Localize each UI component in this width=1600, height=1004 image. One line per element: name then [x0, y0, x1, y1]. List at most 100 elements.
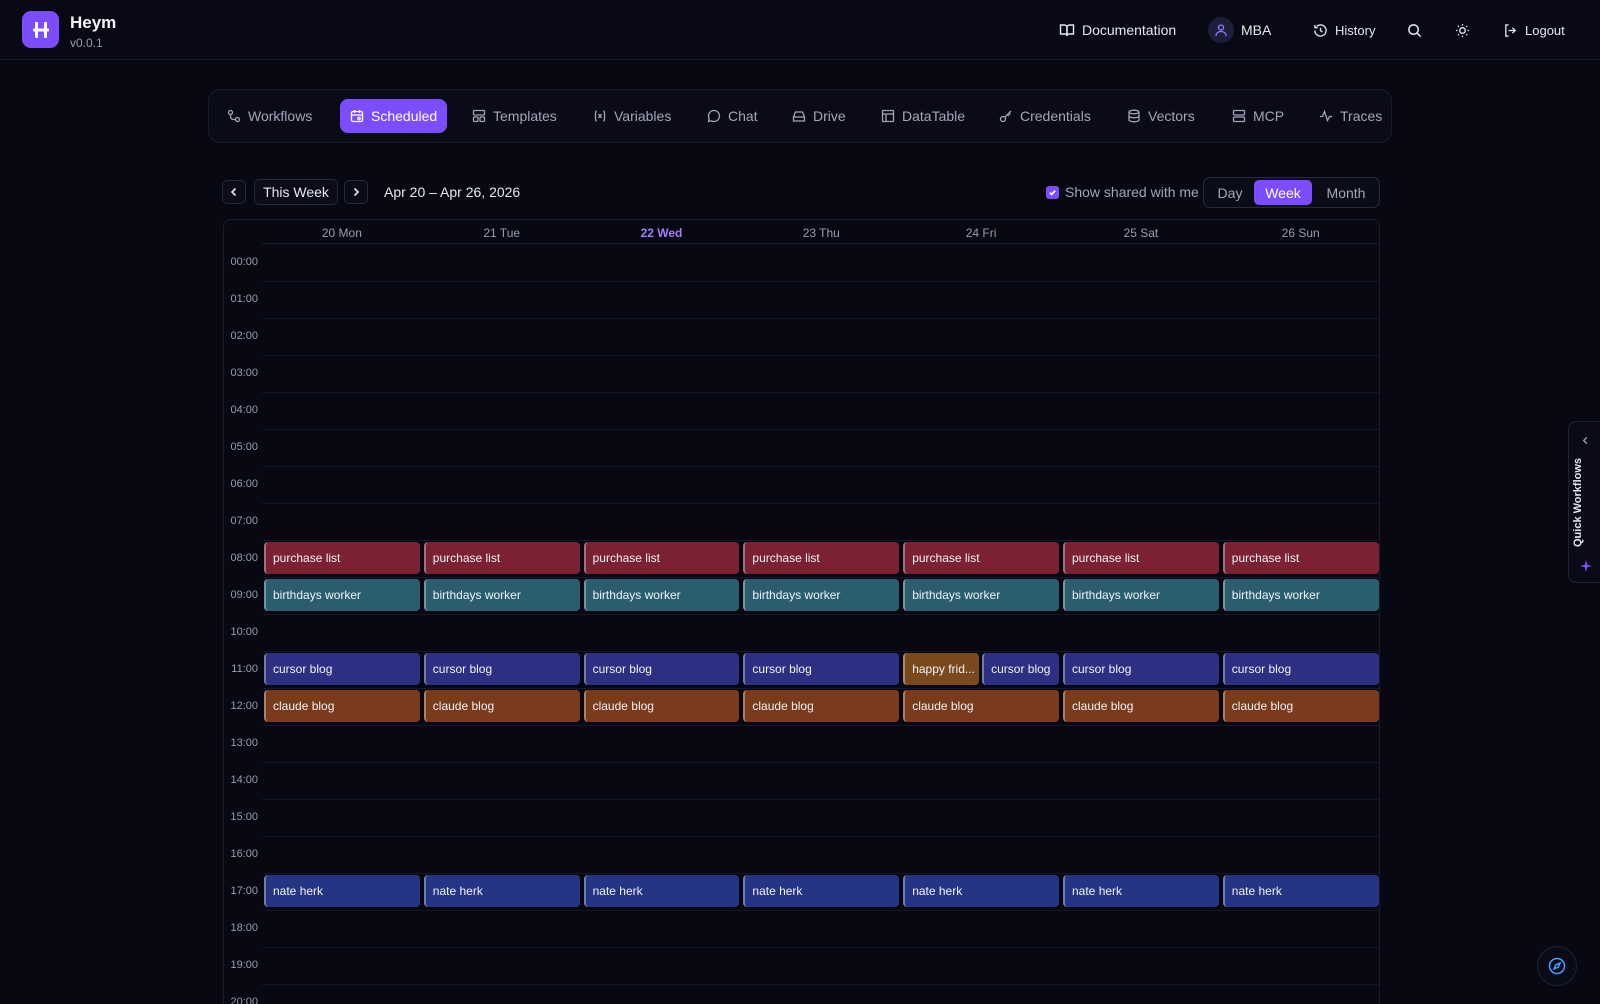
scheduled-event[interactable]: nate herk: [1222, 875, 1379, 907]
scheduled-event[interactable]: birthdays worker: [903, 579, 1059, 611]
scheduled-event[interactable]: claude blog: [423, 690, 580, 722]
day-header[interactable]: 22 Wed: [640, 226, 683, 240]
show-shared-label: Show shared with me: [1065, 184, 1199, 200]
scheduled-event[interactable]: purchase list: [423, 542, 580, 574]
scheduled-event[interactable]: purchase list: [743, 542, 900, 574]
logout-label: Logout: [1525, 22, 1565, 38]
scheduled-event[interactable]: claude blog: [264, 690, 420, 722]
scheduled-event[interactable]: cursor blog: [583, 653, 740, 685]
tab-datatable[interactable]: DataTable: [871, 99, 975, 133]
scheduled-event[interactable]: birthdays worker: [264, 579, 420, 611]
hour-gridline: [262, 762, 1379, 763]
hour-gridline: [262, 614, 1379, 615]
tab-vectors[interactable]: Vectors: [1117, 99, 1205, 133]
scheduled-event[interactable]: cursor blog: [1063, 653, 1219, 685]
scheduled-event[interactable]: birthdays worker: [743, 579, 900, 611]
show-shared-toggle[interactable]: Show shared with me: [1046, 184, 1199, 200]
hour-label: 15:00: [230, 811, 258, 823]
tab-drive[interactable]: Drive: [782, 99, 856, 133]
view-month-button[interactable]: Month: [1326, 184, 1366, 201]
view-week-button[interactable]: Week: [1254, 180, 1312, 205]
scheduled-event[interactable]: cursor blog: [743, 653, 900, 685]
scheduled-event[interactable]: cursor blog: [264, 653, 420, 685]
scheduled-event[interactable]: nate herk: [583, 875, 740, 907]
explore-button[interactable]: [1537, 946, 1577, 986]
scheduled-event[interactable]: nate herk: [1063, 875, 1219, 907]
search-button[interactable]: [1404, 20, 1424, 40]
logout-button[interactable]: Logout: [1503, 18, 1565, 42]
scheduled-event[interactable]: nate herk: [423, 875, 580, 907]
app-header: Heym v0.0.1 Documentation MBA History: [0, 0, 1600, 60]
hour-label: 16:00: [230, 848, 258, 860]
day-header[interactable]: 20 Mon: [321, 226, 362, 240]
hour-gridline: [262, 392, 1379, 393]
this-week-button[interactable]: This Week: [254, 179, 338, 205]
scheduled-event[interactable]: nate herk: [264, 875, 420, 907]
book-icon: [1059, 24, 1075, 37]
scheduled-event[interactable]: purchase list: [1222, 542, 1379, 574]
tab-scheduled[interactable]: Scheduled: [340, 99, 448, 133]
scheduled-event[interactable]: cursor blog: [423, 653, 580, 685]
day-header[interactable]: 24 Fri: [965, 226, 997, 240]
hour-gridline: [262, 318, 1379, 319]
server-icon: [1232, 109, 1246, 123]
documentation-link[interactable]: Documentation: [1059, 18, 1176, 42]
scheduled-event[interactable]: claude blog: [1222, 690, 1379, 722]
next-week-button[interactable]: [344, 180, 368, 204]
variables-icon: [594, 110, 606, 122]
hour-label: 02:00: [230, 330, 258, 342]
scheduled-event[interactable]: cursor blog: [982, 653, 1059, 685]
tab-mcp[interactable]: MCP: [1222, 99, 1294, 133]
hour-gridline: [262, 725, 1379, 726]
hour-label: 04:00: [230, 404, 258, 416]
scheduled-event[interactable]: birthdays worker: [583, 579, 740, 611]
show-shared-checkbox[interactable]: [1046, 185, 1059, 199]
scheduled-event[interactable]: claude blog: [903, 690, 1059, 722]
scheduled-event[interactable]: cursor blog: [1222, 653, 1379, 685]
hour-gridline: [262, 836, 1379, 837]
hour-gridline: [262, 429, 1379, 430]
history-icon: [1314, 23, 1327, 37]
hour-gridline: [262, 540, 1379, 541]
quick-workflows-panel-toggle[interactable]: Quick Workflows: [1568, 421, 1600, 583]
scheduled-event[interactable]: purchase list: [1063, 542, 1219, 574]
scheduled-event[interactable]: claude blog: [743, 690, 900, 722]
tab-traces[interactable]: Traces: [1309, 99, 1392, 133]
theme-toggle[interactable]: [1452, 20, 1472, 40]
scheduled-event[interactable]: nate herk: [743, 875, 900, 907]
history-button[interactable]: History: [1313, 18, 1375, 42]
tab-credentials[interactable]: Credentials: [989, 99, 1101, 133]
scheduled-event[interactable]: birthdays worker: [423, 579, 580, 611]
tab-label: Drive: [813, 108, 846, 124]
tab-chat[interactable]: Chat: [697, 99, 768, 133]
tab-label: Variables: [614, 108, 672, 124]
tab-label: Templates: [493, 108, 557, 124]
user-menu[interactable]: MBA: [1208, 17, 1271, 43]
scheduled-event[interactable]: birthdays worker: [1222, 579, 1379, 611]
tab-workflows[interactable]: Workflows: [217, 99, 322, 133]
day-header[interactable]: 26 Sun: [1281, 226, 1320, 240]
scheduled-event[interactable]: claude blog: [1063, 690, 1219, 722]
view-day-button[interactable]: Day: [1217, 184, 1243, 201]
app-version: v0.0.1: [70, 36, 103, 50]
scheduled-event[interactable]: nate herk: [903, 875, 1059, 907]
day-header[interactable]: 25 Sat: [1123, 226, 1159, 240]
scheduled-event[interactable]: purchase list: [903, 542, 1059, 574]
scheduled-event[interactable]: claude blog: [583, 690, 740, 722]
scheduled-event[interactable]: purchase list: [264, 542, 420, 574]
day-header[interactable]: 23 Thu: [802, 226, 840, 240]
prev-week-button[interactable]: [222, 180, 246, 204]
database-icon: [1128, 109, 1140, 123]
tab-variables[interactable]: Variables: [583, 99, 681, 133]
app-logo[interactable]: [22, 11, 59, 48]
tab-templates[interactable]: Templates: [462, 99, 567, 133]
workflows-icon: [227, 109, 241, 123]
tab-label: Traces: [1340, 108, 1383, 124]
hour-label: 00:00: [230, 256, 258, 268]
scheduled-event[interactable]: purchase list: [583, 542, 740, 574]
day-header[interactable]: 21 Tue: [483, 226, 521, 240]
tab-label: Chat: [728, 108, 758, 124]
scheduled-event[interactable]: birthdays worker: [1063, 579, 1219, 611]
tab-label: DataTable: [902, 108, 966, 124]
scheduled-event[interactable]: happy frid...: [903, 653, 980, 685]
